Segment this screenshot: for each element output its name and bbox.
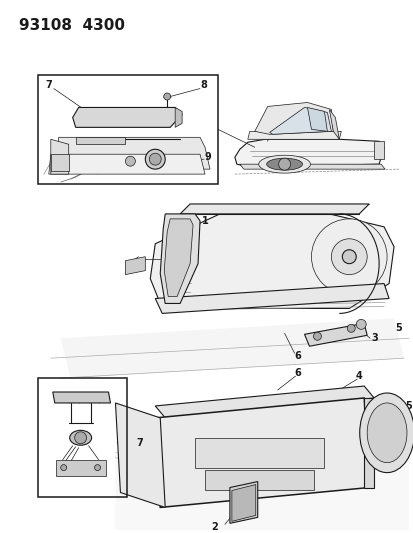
Bar [38, 378, 127, 497]
Polygon shape [73, 108, 182, 127]
Circle shape [149, 153, 161, 165]
Polygon shape [56, 138, 209, 169]
Polygon shape [150, 214, 393, 309]
Polygon shape [155, 386, 373, 418]
Text: 4: 4 [355, 371, 362, 381]
Polygon shape [231, 484, 255, 521]
Text: 1: 1 [201, 216, 208, 226]
Polygon shape [307, 108, 327, 131]
Polygon shape [254, 102, 332, 134]
Polygon shape [125, 257, 145, 274]
Circle shape [125, 156, 135, 166]
Bar [195, 438, 324, 467]
Ellipse shape [366, 403, 406, 463]
Polygon shape [51, 139, 69, 174]
Circle shape [330, 239, 366, 274]
Polygon shape [160, 214, 199, 303]
Circle shape [311, 219, 386, 295]
Polygon shape [155, 284, 388, 313]
Text: 93108  4300: 93108 4300 [19, 18, 125, 33]
Bar [373, 141, 383, 159]
Text: 5: 5 [395, 324, 401, 333]
Polygon shape [76, 138, 125, 144]
Polygon shape [363, 398, 373, 488]
Ellipse shape [258, 155, 310, 173]
Polygon shape [175, 108, 182, 127]
Circle shape [347, 325, 354, 332]
Polygon shape [49, 154, 204, 174]
Polygon shape [115, 403, 165, 507]
Bar [38, 75, 217, 184]
Text: 7: 7 [135, 438, 142, 448]
Text: 2: 2 [211, 522, 218, 532]
Polygon shape [229, 481, 257, 523]
Circle shape [94, 465, 100, 471]
Text: 6: 6 [294, 351, 300, 361]
Polygon shape [269, 108, 330, 134]
Text: 7: 7 [45, 79, 52, 90]
Ellipse shape [359, 393, 413, 473]
Circle shape [74, 432, 86, 444]
Circle shape [163, 93, 170, 100]
Text: 3: 3 [371, 333, 377, 343]
Polygon shape [180, 204, 368, 214]
Polygon shape [52, 392, 110, 403]
Circle shape [278, 158, 290, 170]
Polygon shape [234, 139, 383, 167]
Circle shape [145, 149, 165, 169]
Text: 9: 9 [204, 152, 211, 162]
Polygon shape [164, 219, 192, 296]
Polygon shape [51, 154, 69, 171]
Circle shape [313, 332, 320, 340]
Ellipse shape [69, 430, 91, 445]
Ellipse shape [266, 158, 302, 170]
Polygon shape [247, 131, 340, 139]
Bar [56, 459, 105, 475]
Polygon shape [115, 418, 408, 530]
Circle shape [342, 250, 355, 264]
Polygon shape [61, 318, 403, 378]
Circle shape [355, 319, 366, 329]
Polygon shape [329, 109, 339, 139]
Bar [204, 470, 314, 489]
Text: 5: 5 [405, 401, 411, 411]
Polygon shape [155, 398, 368, 507]
Polygon shape [304, 324, 366, 346]
Text: 6: 6 [294, 368, 300, 378]
Text: 8: 8 [200, 79, 207, 90]
Polygon shape [239, 164, 384, 169]
Circle shape [61, 465, 66, 471]
